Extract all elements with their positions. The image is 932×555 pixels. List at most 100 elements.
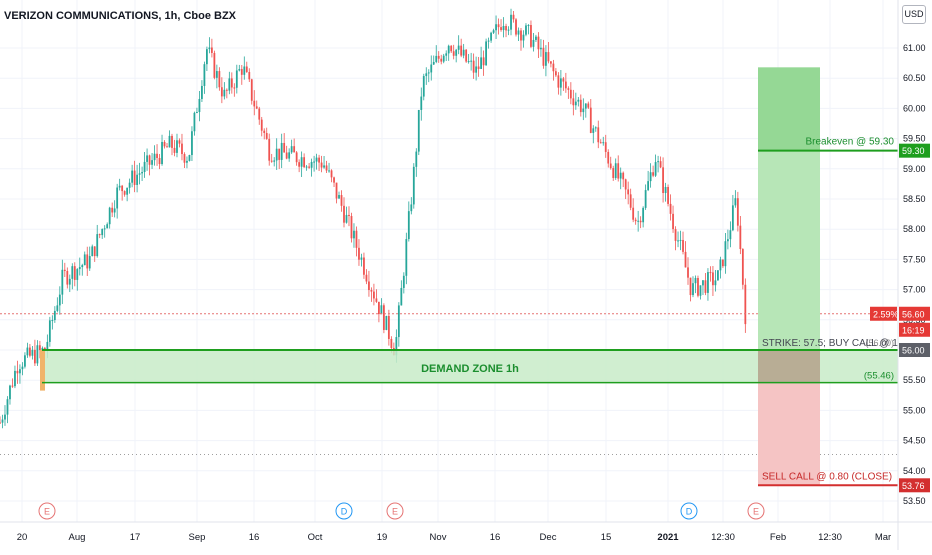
candle [672,213,674,230]
candle [599,142,602,144]
candle [472,60,475,73]
event-marker [335,502,353,520]
candle [382,305,385,330]
candle [318,157,320,163]
candle [452,51,455,56]
candle [348,214,350,217]
candle [507,29,510,31]
profit-zone-upper [758,67,820,151]
candle [61,269,64,295]
candle [53,310,56,321]
candle [353,230,355,239]
candle [88,256,91,269]
candle [56,305,59,311]
event-marker-label: D [686,507,693,517]
candle [260,119,263,131]
stop-price-tag: 53.76 [899,478,930,493]
candle [235,70,238,88]
candle [206,49,208,65]
candle [63,269,66,271]
candle [11,385,14,387]
candle [554,71,557,76]
candle [500,27,502,31]
candle [81,265,84,268]
candle [146,155,148,162]
event-marker [747,502,765,520]
candle [196,112,198,114]
candle [607,151,610,164]
candle [405,239,408,276]
candle [78,267,81,270]
currency-button[interactable]: USD [902,5,926,24]
candle [432,61,435,65]
candle [370,290,373,292]
strike-label: STRIKE: 57.5; BUY CALL @ 1.80 [762,338,912,349]
candle [240,69,243,75]
candle [475,66,478,73]
candle [717,270,719,281]
candle [709,272,712,274]
price-tick-label: 58.50 [903,194,926,204]
candle [542,47,545,66]
candle [497,24,500,28]
time-axis-bg [0,522,932,550]
candle [106,224,109,229]
breakeven-label: Breakeven @ 59.30 [805,137,894,148]
event-marker [386,502,404,520]
candle [350,216,353,239]
candle [173,147,176,153]
candle [300,157,303,167]
candle [569,89,572,99]
stop-price-tag-text: 53.76 [902,481,925,491]
candle [71,266,74,279]
candle [108,207,111,225]
candle [736,198,739,226]
breakeven-price-tag-bg [899,143,930,158]
candle [490,32,492,41]
candle [594,127,597,129]
candle [273,160,276,162]
candle [679,239,682,241]
candle [477,66,480,69]
candle [547,52,550,62]
candle [278,148,281,160]
candle [632,207,635,220]
candle [657,161,659,163]
candle [253,100,256,107]
candle [358,247,360,260]
candle [415,151,418,167]
candle [133,170,136,185]
candle [373,291,375,299]
time-tick-label: 17 [130,532,141,543]
price-tick-label: 58.00 [903,224,926,234]
candle [378,301,380,315]
candle [121,185,124,192]
candle [58,294,61,306]
price-tick-label: 53.50 [903,496,926,506]
candle [91,246,94,257]
demand-zone-bottom-label: (55.46) [864,371,894,382]
candle [437,55,440,59]
candle [255,106,258,109]
candle [714,280,717,286]
candle [530,25,532,47]
profit-zone [758,150,820,350]
candle [520,30,522,41]
candle [96,234,99,257]
candle [66,270,69,285]
candle [46,341,49,352]
candle [702,280,704,286]
candle [298,162,301,167]
candle [98,234,101,236]
candle [158,157,161,165]
candle [574,101,577,106]
candle [220,87,223,97]
candle [171,135,173,148]
candle [38,345,41,351]
entry-price-tag-bg [899,343,930,357]
candle [111,207,114,213]
candle [375,298,378,302]
candle [612,168,615,178]
